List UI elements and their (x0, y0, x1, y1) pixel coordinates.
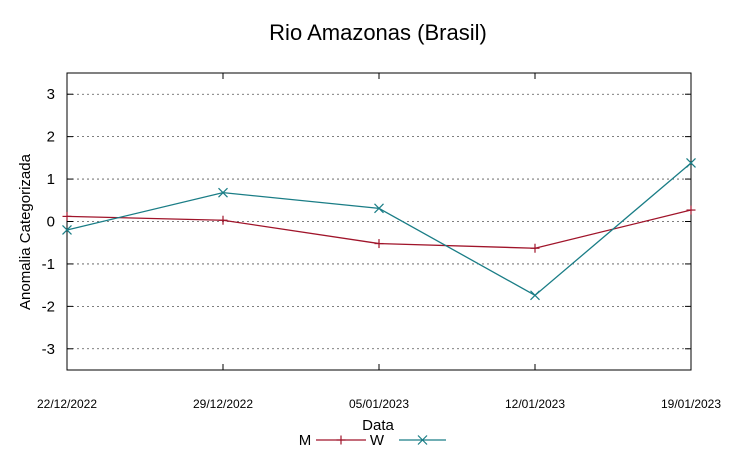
series-line-w (66, 162, 692, 297)
y-tick-label: -2 (42, 298, 55, 315)
data-point-m (62, 211, 72, 221)
data-point-w (530, 290, 540, 301)
axis-ticks: 3 2 1 0 -1 -2 -3 22/12/2022 29/12/2022 05/01/2023… (37, 73, 721, 411)
grid (67, 93, 691, 350)
x-tick-label: 05/01/2023 (349, 397, 409, 411)
legend-label-m: M (299, 432, 312, 449)
legend-marker-w (417, 435, 428, 445)
data-point-w (218, 187, 228, 198)
x-tick-label: 19/01/2023 (661, 397, 721, 411)
data-point-m (686, 205, 696, 215)
data-point-m (530, 243, 540, 253)
data-point-m (218, 215, 228, 225)
x-axis-label: Data (362, 417, 394, 434)
chart-title: Rio Amazonas (Brasil) (269, 20, 487, 45)
x-tick-label: 12/01/2023 (505, 397, 565, 411)
y-tick-label: -3 (42, 341, 55, 358)
x-tick-label: 29/12/2022 (193, 397, 253, 411)
data-point-w (686, 158, 696, 168)
y-tick-label: -1 (42, 256, 55, 273)
legend-label-w: W (370, 432, 385, 449)
y-tick-label: 2 (47, 129, 55, 146)
series-group (62, 158, 696, 301)
y-tick-label: 3 (47, 86, 55, 103)
y-tick-label: 0 (47, 214, 55, 231)
data-point-m (374, 239, 384, 249)
data-point-w (62, 225, 72, 235)
y-tick-label: 1 (47, 171, 55, 188)
legend-marker-m (336, 435, 346, 445)
data-point-w (374, 203, 384, 214)
x-tick-label: 22/12/2022 (37, 397, 97, 411)
y-axis-label: Anomalia Categorizada (17, 153, 34, 310)
